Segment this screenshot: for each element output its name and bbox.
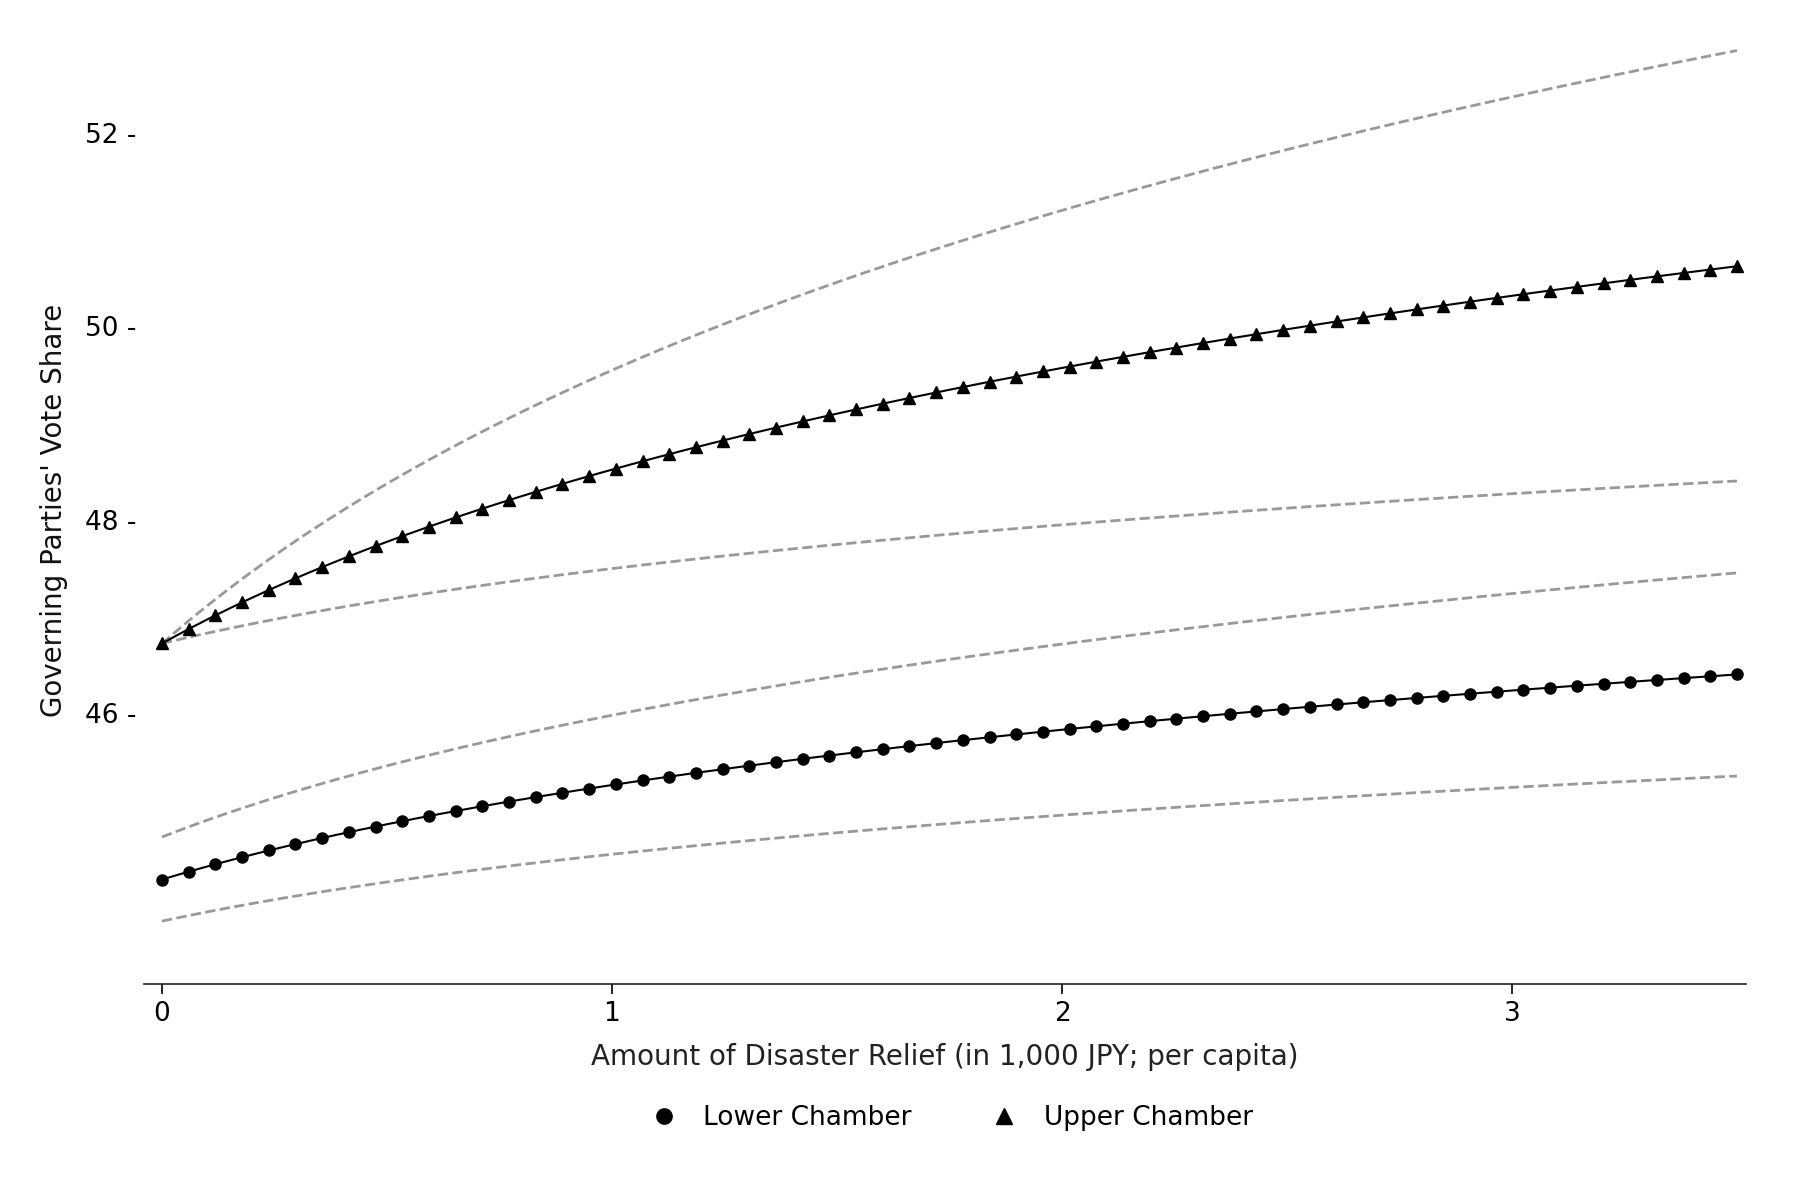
X-axis label: Amount of Disaster Relief (in 1,000 JPY; per capita): Amount of Disaster Relief (in 1,000 JPY;… [590, 1043, 1300, 1072]
Y-axis label: Governing Parties' Vote Share: Governing Parties' Vote Share [40, 304, 68, 716]
Legend: Lower Chamber, Upper Chamber: Lower Chamber, Upper Chamber [626, 1094, 1264, 1141]
